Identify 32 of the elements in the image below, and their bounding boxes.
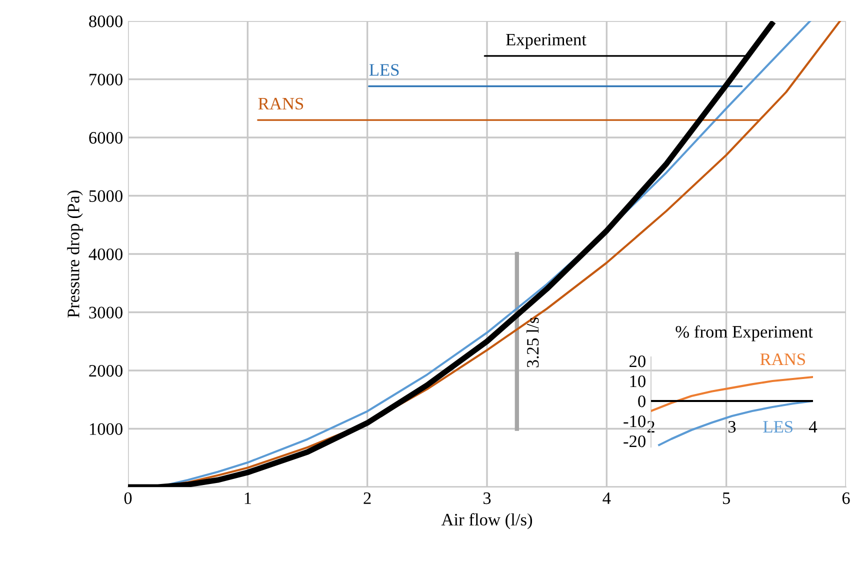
y-tick-label: 8000 [89,15,122,28]
x-tick-label: 6 [842,492,850,504]
y-tick-label: 6000 [89,132,122,144]
x-tick-label: 4 [602,492,611,504]
series-label: RANS [760,353,805,366]
x-tick-label: 1 [244,492,251,504]
annotation: Experiment [506,34,586,50]
x-tick-label: 3 [728,420,736,433]
y-tick-label: -20 [624,435,646,448]
x-tick-label: 2 [364,492,371,504]
y-tick-label: 5000 [89,190,122,202]
y-tick-label: 0 [638,395,646,408]
series-label: LES [763,420,792,433]
x-tick-label: 4 [809,421,818,432]
y-tick-label: 2000 [89,364,122,377]
ref-line-label: 3.25 l/s [526,318,539,368]
chart-title: % from Experiment [676,325,813,342]
y-tick-label: -10 [624,415,646,428]
x-tick-label: 3 [483,492,491,504]
y-tick-label: 10 [630,375,646,388]
y-tick-label: 3000 [89,306,122,318]
y-tick-label: 1000 [90,423,122,435]
y-axis-title: Pressure drop (Pa) [67,190,83,318]
y-tick-label: 20 [630,355,646,368]
x-tick-label: 5 [723,492,730,504]
x-tick-label: 0 [124,492,132,504]
y-tick-label: 7000 [90,74,122,86]
y-tick-label: 4000 [88,248,122,260]
line-series [651,376,813,412]
annotation: RANS [258,98,304,110]
annotation: LES [369,64,399,76]
x-axis-title: Air flow (l/s) [441,513,532,530]
